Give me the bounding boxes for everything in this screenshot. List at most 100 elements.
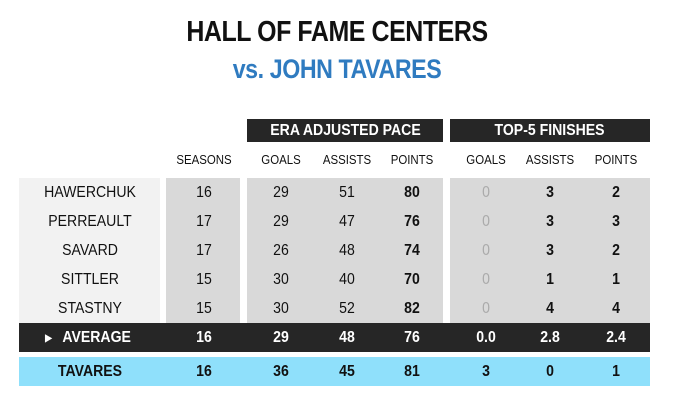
table-cell-text: 2 (612, 184, 620, 201)
table-cell-text: 2 (612, 242, 620, 259)
table-cell: 0 (482, 294, 491, 323)
table-cell: 17 (195, 236, 213, 265)
table-cell: 70 (403, 265, 421, 294)
table-cell: 0 (482, 265, 491, 294)
table-cell: 15 (195, 294, 213, 323)
average-cell-text: 0.0 (476, 329, 496, 346)
column-header-text: ASSISTS (322, 152, 372, 167)
tavares-cell: 1 (612, 357, 621, 386)
group-label: ERA ADJUSTED PACE (269, 122, 421, 139)
tavares-cell-text: 3 (482, 363, 490, 380)
column-header: GOALS (464, 152, 509, 167)
column-header-text: GOALS (261, 152, 301, 167)
tavares-cell: 36 (272, 357, 290, 386)
tavares-row-background (19, 357, 650, 386)
names-background (19, 178, 160, 323)
table-cell-text: 47 (339, 213, 355, 230)
table-cell-text: 52 (339, 300, 355, 317)
era-background (247, 178, 443, 323)
column-header-text: POINTS (390, 152, 434, 167)
table-cell: 3 (546, 207, 555, 236)
table-cell: 0 (482, 178, 491, 207)
table-cell: 3 (546, 236, 555, 265)
group-header-top5-finishes: TOP-5 FINISHES (450, 119, 650, 142)
table-cell: 17 (195, 207, 213, 236)
table-cell-text: 1 (612, 271, 620, 288)
table-cell-text: 40 (339, 271, 355, 288)
tavares-label: TAVARES (54, 357, 127, 386)
table-cell-text: 70 (404, 271, 420, 288)
chart-subtitle: vs. JOHN TAVARES (232, 54, 442, 84)
table-cell-text: 3 (546, 184, 554, 201)
average-cell: 2.4 (605, 323, 627, 352)
row-name-text: SITTLER (61, 271, 119, 288)
average-cell-text: 76 (404, 329, 420, 346)
average-cell-text: 29 (273, 329, 289, 346)
tavares-cell-text: 1 (612, 363, 620, 380)
table-cell: 1 (546, 265, 555, 294)
table-cell: 1 (612, 265, 621, 294)
column-header-text: POINTS (594, 152, 638, 167)
top5-background (450, 178, 650, 323)
row-name: SAVARD (58, 236, 121, 265)
table-cell-text: 4 (612, 300, 620, 317)
table-cell-text: 29 (273, 213, 289, 230)
chart-title: HALL OF FAME CENTERS (186, 16, 488, 48)
table-cell-text: 16 (196, 184, 212, 201)
table-cell-text: 0 (482, 271, 490, 288)
column-header-text: SEASONS (176, 152, 232, 167)
average-label-text: AVERAGE (62, 329, 131, 346)
table-cell-text: 3 (612, 213, 620, 230)
table-cell-text: 48 (339, 242, 355, 259)
table-cell-text: 30 (273, 271, 289, 288)
column-header: GOALS (259, 152, 304, 167)
row-name: SITTLER (57, 265, 123, 294)
table-cell: 2 (612, 178, 621, 207)
table-cell: 76 (403, 207, 421, 236)
row-name-text: HAWERCHUK (44, 184, 136, 201)
table-cell: 80 (403, 178, 421, 207)
row-name-text: SAVARD (62, 242, 118, 259)
average-cell: 0.0 (475, 323, 497, 352)
table-cell: 26 (272, 236, 290, 265)
average-cell: 76 (403, 323, 421, 352)
table-cell: 30 (272, 265, 290, 294)
table-cell: 4 (612, 294, 621, 323)
tavares-cell-text: 16 (196, 363, 212, 380)
average-cell-text: 16 (196, 329, 212, 346)
table-cell: 52 (338, 294, 356, 323)
column-header: POINTS (388, 152, 436, 167)
tavares-cell: 81 (403, 357, 421, 386)
table-cell: 74 (403, 236, 421, 265)
triangle-right-icon: ▶ (45, 333, 52, 344)
table-cell-text: 0 (482, 242, 490, 259)
table-cell: 29 (272, 207, 290, 236)
tavares-label-text: TAVARES (57, 363, 123, 380)
table-cell: 3 (546, 178, 555, 207)
row-name: STASTNY (54, 294, 127, 323)
column-header: ASSISTS (523, 152, 578, 167)
average-row-background (19, 323, 650, 352)
table-cell: 3 (612, 207, 621, 236)
table-cell-text: 3 (546, 242, 554, 259)
average-cell-text: 2.4 (606, 329, 626, 346)
table-cell: 82 (403, 294, 421, 323)
table-cell-text: 17 (196, 213, 212, 230)
table-cell-text: 26 (273, 242, 289, 259)
table-cell: 16 (195, 178, 213, 207)
column-header: ASSISTS (320, 152, 375, 167)
table-cell-text: 3 (546, 213, 554, 230)
column-header-text: ASSISTS (525, 152, 575, 167)
table-cell-text: 4 (546, 300, 554, 317)
table-cell-text: 0 (482, 184, 490, 201)
tavares-cell: 16 (195, 357, 213, 386)
group-header-era-adjusted-pace: ERA ADJUSTED PACE (247, 119, 443, 142)
average-cell-text: 48 (339, 329, 355, 346)
tavares-cell: 45 (338, 357, 356, 386)
column-header: POINTS (592, 152, 640, 167)
table-cell: 48 (338, 236, 356, 265)
table-cell: 15 (195, 265, 213, 294)
table-cell-text: 15 (196, 271, 212, 288)
table-cell-text: 76 (404, 213, 420, 230)
